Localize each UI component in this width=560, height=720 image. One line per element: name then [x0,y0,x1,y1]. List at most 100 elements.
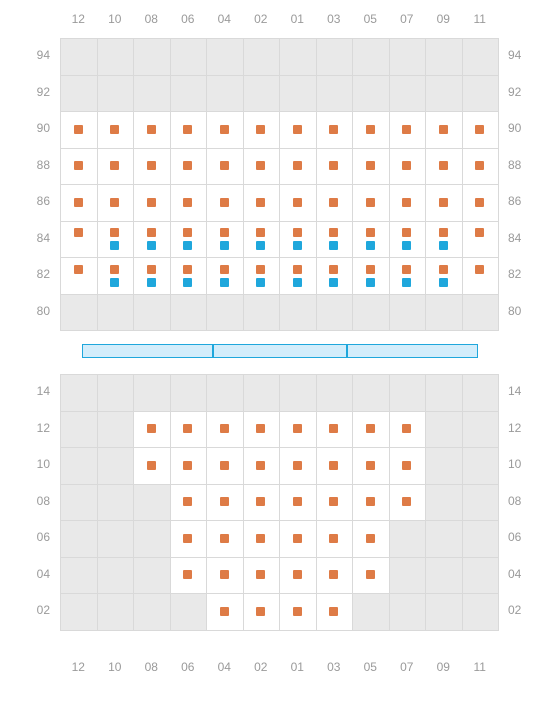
seat-orange[interactable] [147,198,156,207]
seat-blue[interactable] [256,278,265,287]
seat-orange[interactable] [402,198,411,207]
seat-orange[interactable] [220,198,229,207]
seat-orange[interactable] [366,198,375,207]
seat-orange[interactable] [183,161,192,170]
seat-orange[interactable] [402,265,411,274]
seat-orange[interactable] [329,461,338,470]
seat-orange[interactable] [220,125,229,134]
seat-blue[interactable] [329,241,338,250]
seat-orange[interactable] [220,461,229,470]
seat-orange[interactable] [110,228,119,237]
seat-orange[interactable] [439,198,448,207]
seat-blue[interactable] [183,241,192,250]
seat-blue[interactable] [293,241,302,250]
seat-orange[interactable] [183,125,192,134]
seat-cell-active[interactable] [462,221,500,259]
seat-orange[interactable] [220,265,229,274]
seat-orange[interactable] [256,198,265,207]
seat-blue[interactable] [366,278,375,287]
seat-orange[interactable] [183,570,192,579]
seat-orange[interactable] [256,265,265,274]
seat-orange[interactable] [329,497,338,506]
seat-orange[interactable] [74,265,83,274]
seat-cell-active[interactable] [206,257,244,295]
seat-blue[interactable] [293,278,302,287]
seat-orange[interactable] [293,265,302,274]
seat-cell-active[interactable] [206,221,244,259]
seat-orange[interactable] [183,497,192,506]
seat-blue[interactable] [439,278,448,287]
seat-orange[interactable] [366,461,375,470]
seat-orange[interactable] [366,125,375,134]
seat-orange[interactable] [329,570,338,579]
seat-cell-active[interactable] [389,257,427,295]
seat-orange[interactable] [329,424,338,433]
seat-cell-active[interactable] [97,257,135,295]
seat-orange[interactable] [147,161,156,170]
seat-orange[interactable] [256,424,265,433]
seat-cell-active[interactable] [243,257,281,295]
seat-orange[interactable] [256,497,265,506]
seat-cell-active[interactable] [425,221,463,259]
seat-orange[interactable] [110,125,119,134]
seat-cell-active[interactable] [60,257,98,295]
seat-orange[interactable] [256,461,265,470]
seat-blue[interactable] [402,241,411,250]
seat-orange[interactable] [183,228,192,237]
seat-orange[interactable] [475,198,484,207]
seat-orange[interactable] [220,607,229,616]
seat-orange[interactable] [110,198,119,207]
seat-orange[interactable] [74,161,83,170]
seat-orange[interactable] [293,161,302,170]
seat-orange[interactable] [110,161,119,170]
seat-orange[interactable] [183,424,192,433]
seat-orange[interactable] [256,125,265,134]
seat-cell-active[interactable] [389,221,427,259]
seat-blue[interactable] [147,278,156,287]
seat-orange[interactable] [220,570,229,579]
seat-orange[interactable] [256,570,265,579]
seat-orange[interactable] [256,228,265,237]
seat-orange[interactable] [329,607,338,616]
seat-orange[interactable] [475,125,484,134]
seat-orange[interactable] [293,461,302,470]
seat-cell-active[interactable] [133,221,171,259]
seat-cell-active[interactable] [279,221,317,259]
seat-cell-active[interactable] [352,221,390,259]
seat-orange[interactable] [475,265,484,274]
seat-orange[interactable] [366,228,375,237]
seat-blue[interactable] [366,241,375,250]
seat-cell-active[interactable] [316,257,354,295]
seat-cell-active[interactable] [462,257,500,295]
seat-orange[interactable] [220,534,229,543]
seat-orange[interactable] [402,125,411,134]
seat-orange[interactable] [183,461,192,470]
seat-orange[interactable] [74,228,83,237]
seat-orange[interactable] [147,424,156,433]
seat-orange[interactable] [74,125,83,134]
seat-orange[interactable] [329,228,338,237]
seat-blue[interactable] [329,278,338,287]
seat-orange[interactable] [402,497,411,506]
seat-cell-active[interactable] [279,257,317,295]
seat-blue[interactable] [402,278,411,287]
seat-orange[interactable] [256,161,265,170]
seat-orange[interactable] [366,570,375,579]
seat-orange[interactable] [220,424,229,433]
seat-orange[interactable] [293,570,302,579]
seat-orange[interactable] [475,228,484,237]
seat-blue[interactable] [110,241,119,250]
seat-cell-active[interactable] [97,221,135,259]
seat-orange[interactable] [366,497,375,506]
seat-orange[interactable] [183,198,192,207]
seat-cell-active[interactable] [133,257,171,295]
seat-orange[interactable] [293,534,302,543]
seat-orange[interactable] [439,125,448,134]
seat-orange[interactable] [74,198,83,207]
seat-orange[interactable] [439,161,448,170]
seat-orange[interactable] [147,228,156,237]
seat-blue[interactable] [147,241,156,250]
seat-cell-active[interactable] [170,221,208,259]
seat-orange[interactable] [329,265,338,274]
seat-cell-active[interactable] [243,221,281,259]
